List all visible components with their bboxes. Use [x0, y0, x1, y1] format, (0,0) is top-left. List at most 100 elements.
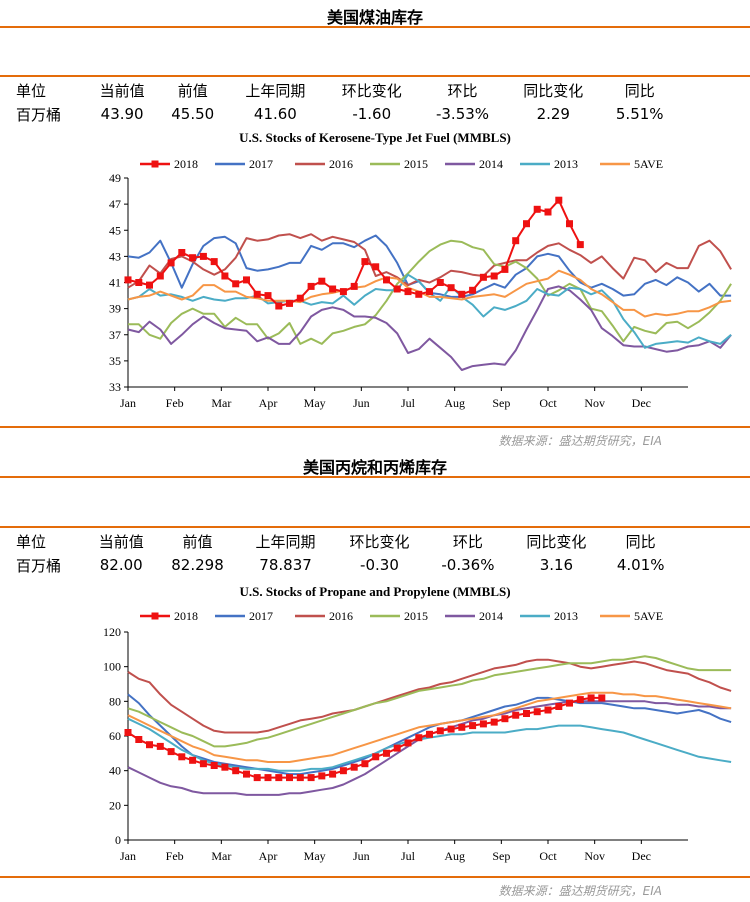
series-marker-2018: [415, 734, 423, 742]
series-marker-2018: [469, 722, 477, 730]
chart-kerosene: 33 35 37 39 41 43 45 47 49 Jan Feb Mar Apr May Jun Jul A…: [109, 157, 732, 410]
legend-label: 2015: [404, 609, 428, 623]
legend-label: 5AVE: [634, 609, 663, 623]
series-marker-2018: [490, 272, 498, 280]
series-marker-2018: [458, 290, 466, 298]
series-marker-2018: [253, 290, 261, 298]
x-tick-label: Nov: [584, 849, 605, 863]
stats-header-row: 单位 当前值 前值 上年同期 环比变化 环比 同比变化 同比: [8, 78, 678, 102]
series-marker-2018: [178, 753, 186, 761]
stats-value-cell: -3.53%: [435, 105, 490, 123]
legend-marker: [151, 612, 159, 620]
legend-label: 2013: [554, 609, 578, 623]
series-line-2016: [127, 658, 732, 734]
series-marker-2018: [135, 279, 143, 286]
series-line-2014: [127, 700, 732, 796]
y-tick-label: 47: [109, 197, 121, 211]
series-marker-2018: [512, 237, 520, 245]
series-marker-2018: [275, 302, 283, 310]
x-tick-label: May: [304, 849, 326, 863]
stats-header-row: 单位 当前值 前值 上年同期 环比变化 环比 同比变化 同比: [8, 529, 678, 553]
section-title-propane: 美国丙烷和丙烯库存: [302, 458, 447, 477]
stats-value-cell: -0.36%: [441, 556, 495, 574]
series-marker-2018: [523, 220, 530, 228]
series-marker-2018: [243, 276, 250, 284]
series-marker-2018: [490, 718, 498, 726]
series-marker-2018: [523, 710, 530, 717]
series-line-2017: [127, 693, 732, 776]
series-marker-2018: [339, 767, 347, 775]
stats-header-cell: 同比变化: [523, 81, 584, 100]
series-marker-2018: [350, 763, 358, 771]
y-tick-label: 43: [109, 249, 121, 263]
legend-label: 2018: [174, 157, 198, 171]
legend-label: 2013: [554, 157, 578, 171]
x-tick-label: Dec: [632, 396, 651, 410]
x-tick-label: Jun: [353, 396, 370, 410]
y-tick-label: 0: [115, 833, 121, 847]
series-marker-2018: [253, 774, 261, 782]
series-line-2013: [127, 273, 732, 349]
series-marker-2018: [167, 259, 175, 267]
series-marker-2018: [393, 285, 401, 293]
series-marker-2018: [533, 708, 541, 716]
series-marker-2018: [576, 241, 584, 249]
divider: [0, 426, 750, 428]
stats-header-cell: 当前值: [99, 81, 145, 100]
series-marker-2018: [167, 748, 175, 756]
y-tick-label: 33: [109, 380, 121, 394]
x-tick-label: Mar: [211, 849, 231, 863]
y-tick-label: 41: [109, 276, 121, 290]
y-tick-label: 35: [109, 354, 121, 368]
x-tick-label: Jan: [120, 849, 136, 863]
series-marker-2018: [307, 774, 315, 782]
section-title-kerosene: 美国煤油库存: [326, 8, 423, 27]
series-marker-2018: [146, 741, 153, 749]
series-marker-2018: [383, 276, 390, 284]
series-marker-2018: [296, 294, 304, 302]
x-tick-label: Oct: [539, 396, 557, 410]
series-marker-2018: [404, 739, 412, 747]
series-marker-2018: [372, 263, 380, 271]
x-tick-label: Aug: [444, 396, 465, 410]
series-marker-2018: [232, 767, 240, 775]
stats-header-cell: 环比: [447, 81, 478, 100]
series-line-2016: [127, 233, 732, 289]
x-tick-label: Mar: [211, 396, 231, 410]
stats-value-cell: 2.29: [536, 105, 570, 123]
stats-header-cell: 环比变化: [349, 532, 410, 551]
stats-header-cell: 同比变化: [526, 532, 587, 551]
series-marker-2018: [383, 749, 390, 757]
y-tick-label: 60: [109, 729, 121, 743]
stats-value-cell: 82.00: [99, 556, 143, 574]
stats-header-cell: 环比变化: [341, 81, 402, 100]
legend-label: 2014: [479, 609, 503, 623]
stats-value-cell: 82.298: [171, 556, 224, 574]
stats-header-cell: 环比: [452, 532, 483, 551]
divider: [0, 75, 750, 77]
series-marker-2018: [501, 265, 509, 273]
x-tick-label: Jul: [401, 396, 416, 410]
series-line-2014: [127, 285, 732, 371]
series-marker-2018: [199, 760, 207, 768]
series-marker-2018: [372, 753, 380, 761]
series-marker-2018: [275, 774, 283, 782]
series-marker-2018: [501, 715, 509, 723]
y-tick-label: 100: [103, 660, 121, 674]
series-marker-2018: [221, 763, 229, 771]
series-marker-2018: [286, 299, 293, 307]
stats-header-cell: 上年同期: [255, 532, 316, 551]
divider: [0, 526, 750, 528]
stats-table-propane: 单位 当前值 前值 上年同期 环比变化 环比 同比变化 同比 百万桶 82.00…: [0, 529, 750, 577]
legend-label: 2015: [404, 157, 428, 171]
x-tick-label: Jun: [353, 849, 370, 863]
y-tick-label: 40: [109, 764, 121, 778]
series-marker-2018: [146, 281, 153, 289]
series-marker-2018: [393, 744, 401, 752]
x-tick-label: Feb: [166, 849, 184, 863]
stats-value-cell: 3.16: [539, 556, 574, 574]
chart-title-kerosene: U.S. Stocks of Kerosene-Type Jet Fuel (M…: [239, 130, 511, 145]
series-line-5ave: [127, 269, 732, 318]
series-marker-2018: [533, 205, 541, 213]
series-marker-2018: [361, 258, 369, 266]
